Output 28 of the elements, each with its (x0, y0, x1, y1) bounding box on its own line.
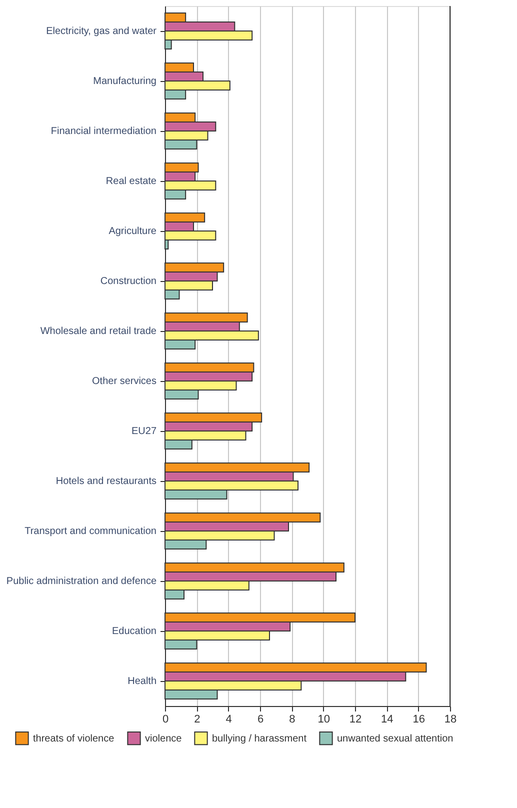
y-tick-label: Other services (92, 376, 156, 387)
y-tick-label: Hotels and restaurants (56, 476, 156, 487)
x-tick-label: 2 (194, 714, 200, 726)
legend-label: bullying / harassment (212, 733, 307, 744)
x-tick-label: 0 (162, 714, 169, 726)
x-tick-label: 16 (412, 714, 425, 726)
x-tick-label: 18 (444, 714, 457, 726)
x-tick-label: 8 (289, 714, 296, 726)
y-tick-label: Electricity, gas and water (46, 26, 158, 37)
legend-label: unwanted sexual attention (337, 733, 454, 744)
legend-label: threats of violence (33, 733, 115, 744)
y-tick-label: Financial intermediation (50, 126, 156, 137)
x-tick-label: 6 (257, 714, 264, 726)
y-tick-label: EU27 (131, 426, 157, 437)
x-tick-label: 4 (226, 714, 232, 726)
y-tick-label: Education (112, 626, 156, 637)
y-tick-label: Transport and communication (24, 526, 156, 537)
y-tick-label: Health (128, 676, 156, 687)
y-tick-label: Real estate (106, 176, 157, 187)
y-tick-label: Construction (100, 276, 156, 287)
x-tick-label: 14 (381, 714, 394, 726)
y-tick-label: Public administration and defence (6, 576, 157, 587)
legend-label: violence (145, 733, 182, 744)
x-tick-label: 12 (349, 714, 362, 726)
y-tick-label: Wholesale and retail trade (40, 326, 157, 337)
y-tick-label: Agriculture (108, 226, 157, 237)
x-tick-label: 10 (318, 714, 330, 726)
y-tick-label: Manufacturing (93, 76, 156, 87)
